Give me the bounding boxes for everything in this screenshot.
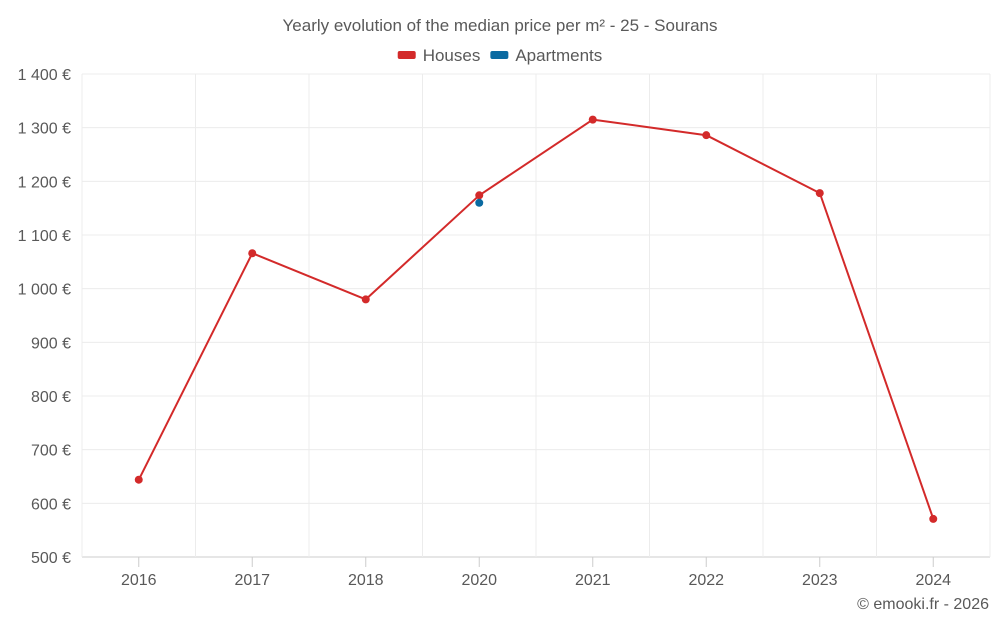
legend-label: Apartments	[515, 46, 602, 65]
x-tick-label: 2024	[915, 572, 951, 589]
x-tick-label: 2018	[348, 572, 384, 589]
legend-item-apartments[interactable]: Apartments	[490, 46, 602, 65]
legend-item-houses[interactable]: Houses	[397, 46, 481, 65]
legend-swatch	[397, 51, 416, 59]
chart-title: Yearly evolution of the median price per…	[283, 16, 718, 35]
y-axis: 500 € 600 € 700 € 800 € 900 € 1 000 € 1 100 € 1…	[18, 67, 71, 567]
y-tick-label: 1 000 €	[18, 282, 71, 299]
credit-text: © emooki.fr - 2026	[857, 596, 989, 613]
legend-swatch	[490, 51, 509, 59]
y-tick-label: 500 €	[31, 550, 71, 567]
legend-label: Houses	[423, 46, 481, 65]
y-tick-label: 1 400 €	[18, 67, 71, 84]
data-point-apartments-2020[interactable]	[475, 198, 484, 207]
y-tick-label: 1 100 €	[18, 228, 71, 245]
legend: Houses Apartments	[397, 46, 602, 65]
x-tick-label: 2022	[688, 572, 724, 589]
series-houses	[134, 115, 938, 523]
x-tick-label: 2020	[461, 572, 497, 589]
data-point-houses-2017[interactable]	[248, 249, 257, 258]
y-tick-label: 700 €	[31, 443, 71, 460]
data-point-houses-2016[interactable]	[134, 475, 143, 484]
x-tick-label: 2021	[575, 572, 611, 589]
y-tick-label: 1 300 €	[18, 121, 71, 138]
data-point-houses-2018[interactable]	[361, 295, 370, 304]
grid-lines	[81, 73, 991, 558]
data-point-houses-2022[interactable]	[702, 131, 711, 140]
y-tick-label: 600 €	[31, 496, 71, 513]
series-layer	[134, 115, 938, 523]
y-tick-label: 900 €	[31, 335, 71, 352]
x-axis: 2016 2017 2018 2020 2021 2022 2023 2024	[121, 557, 951, 589]
data-point-houses-2023[interactable]	[815, 189, 824, 198]
y-tick-label: 1 200 €	[18, 174, 71, 191]
x-tick-label: 2023	[802, 572, 838, 589]
series-apartments	[475, 198, 484, 207]
data-point-houses-2024[interactable]	[929, 514, 938, 523]
y-tick-label: 800 €	[31, 389, 71, 406]
data-point-houses-2020[interactable]	[475, 191, 484, 200]
data-point-houses-2021[interactable]	[588, 115, 597, 124]
x-tick-label: 2016	[121, 572, 157, 589]
series-line-houses	[137, 118, 935, 520]
x-tick-label: 2017	[234, 572, 270, 589]
